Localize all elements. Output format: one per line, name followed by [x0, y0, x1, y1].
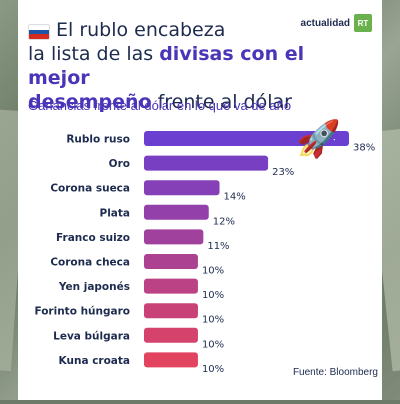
rocket-icon: 🚀: [296, 119, 341, 160]
category-label: Yen japonés: [58, 281, 130, 293]
category-label: Corona checa: [50, 257, 130, 269]
value-label: 23%: [272, 167, 294, 178]
bar: [144, 131, 349, 146]
bar: [144, 204, 209, 220]
bar: [144, 278, 198, 294]
bar: [144, 180, 220, 196]
value-label: 10%: [202, 290, 224, 301]
chart-subtitle: Ganancias frente al dólar en lo que va d…: [28, 98, 292, 113]
source-note: Fuente: Bloomberg: [292, 367, 378, 378]
rt-logo-icon: RT: [354, 14, 372, 32]
bar: [144, 352, 198, 368]
title-line2-plain: la lista de las: [28, 43, 160, 65]
value-label: 10%: [202, 266, 224, 277]
brand-logo: actualidad RT: [301, 14, 372, 32]
category-label: Corona sueca: [50, 183, 130, 195]
value-label: 38%: [353, 143, 375, 154]
header: El rublo encabeza la lista de las divisa…: [18, 0, 382, 126]
category-label: Forinto húngaro: [34, 306, 130, 318]
category-label: Kuna croata: [59, 355, 130, 367]
value-label: 10%: [202, 364, 224, 375]
category-label: Leva búlgara: [53, 330, 130, 342]
bar-chart: Rublo ruso 38% Oro 23% Corona sueca 14% Plata 1…: [34, 131, 375, 375]
title-line3-plain: frente al dólar: [151, 91, 292, 113]
title-line3-bold: desempeño: [28, 91, 152, 113]
value-label: 10%: [202, 315, 224, 326]
value-label: 11%: [207, 241, 229, 252]
title-line1: El rublo encabeza: [56, 19, 226, 41]
brand-text: actualidad: [300, 17, 350, 29]
bar: [144, 254, 198, 269]
bar: [144, 303, 198, 319]
bar: [144, 327, 198, 343]
category-label: Oro: [109, 158, 130, 170]
value-label: 10%: [202, 339, 224, 350]
title-line2-bold: divisas con el mejor: [28, 43, 305, 89]
chart-area: Rublo ruso 38% Oro 23% Corona sueca 14% Plata 1…: [18, 126, 382, 400]
bar: [144, 229, 204, 245]
value-label: 12%: [213, 216, 235, 227]
russia-flag-icon: [28, 24, 50, 40]
page-title: El rublo encabeza la lista de las divisa…: [28, 18, 328, 114]
bar: [144, 155, 269, 171]
category-label: Plata: [100, 207, 131, 219]
value-label: 14%: [224, 192, 246, 203]
category-label: Franco suizo: [56, 232, 130, 244]
category-label: Rublo ruso: [66, 134, 130, 146]
